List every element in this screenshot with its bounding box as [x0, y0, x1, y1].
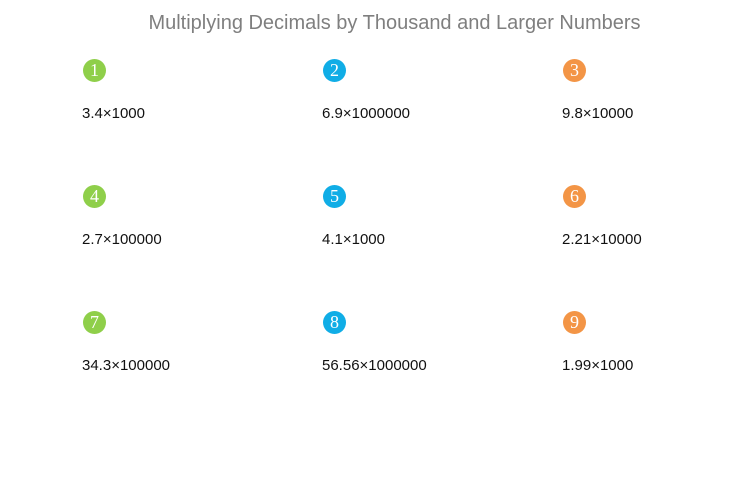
problem-number: 1	[83, 59, 106, 82]
problem-number: 6	[563, 185, 586, 208]
problem-expression: 2.21×10000	[562, 231, 642, 248]
problem-expression: 1.99×1000	[562, 357, 634, 374]
problem-expression: 3.4×1000	[82, 105, 145, 122]
problem-expression: 56.56×1000000	[322, 357, 427, 374]
problem-expression: 9.8×10000	[562, 105, 634, 122]
problem-number: 9	[563, 311, 586, 334]
problem-expression: 6.9×1000000	[322, 105, 411, 122]
problem-number: 2	[323, 59, 346, 82]
problem-expression: 4.1×1000	[322, 231, 385, 248]
problem-number: 5	[323, 185, 346, 208]
problem-number: 7	[83, 311, 106, 334]
title: Multiplying Decimals by Thousand and Lar…	[148, 12, 641, 34]
problem-expression: 34.3×100000	[82, 357, 171, 374]
problem-number: 4	[83, 185, 106, 208]
problem-number: 8	[323, 311, 346, 334]
problem-number: 3	[563, 59, 586, 82]
problem-expression: 2.7×100000	[82, 231, 162, 248]
